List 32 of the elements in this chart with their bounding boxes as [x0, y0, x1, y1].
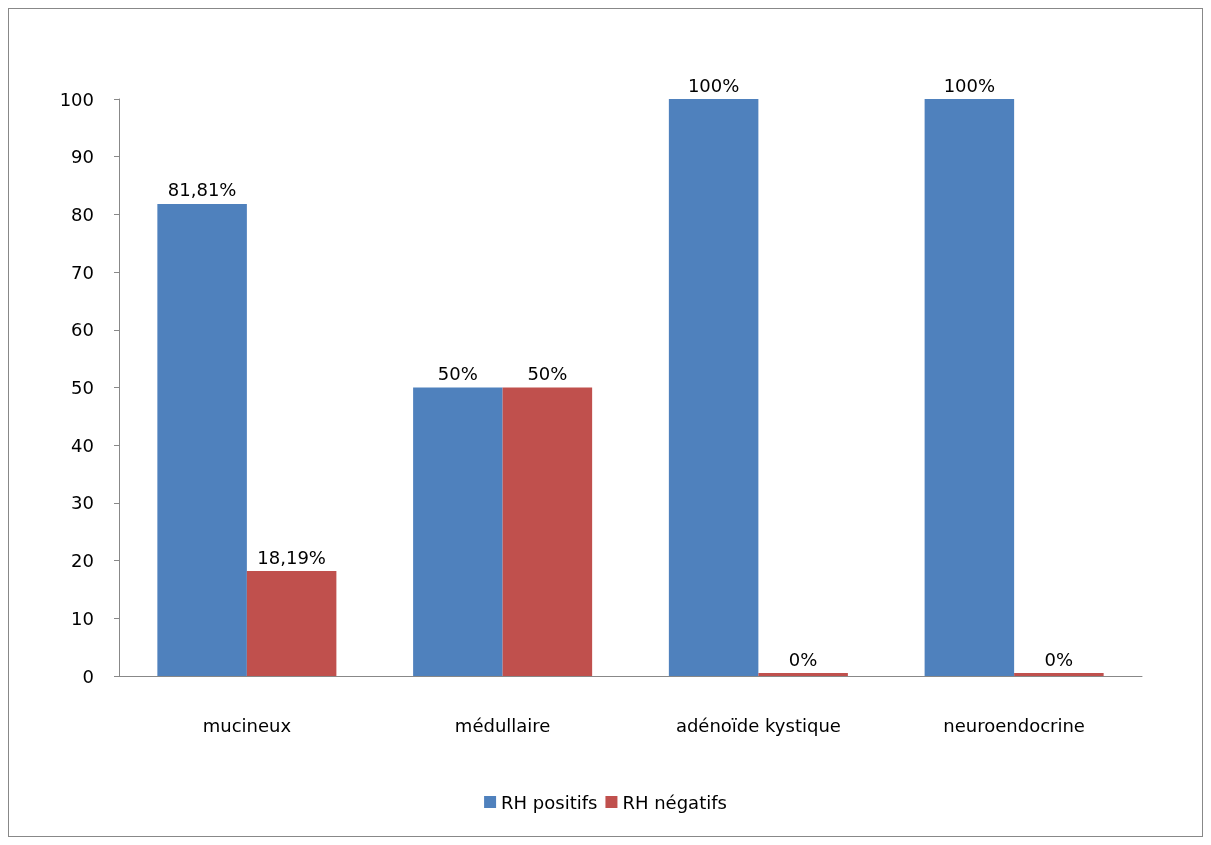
data-label: 50% — [437, 363, 478, 384]
data-label: 18,19% — [257, 546, 326, 568]
data-label: 81,81% — [167, 179, 237, 201]
x-tick-label: neuroendocrine — [943, 714, 1085, 736]
legend-label: RH négatifs — [622, 791, 727, 813]
y-tick-label: 80 — [71, 203, 94, 225]
x-tick-label: mucineux — [202, 714, 292, 736]
y-tick-label: 10 — [71, 607, 94, 629]
legend-label: RH positifs — [501, 791, 598, 813]
bar — [668, 99, 759, 676]
y-tick-label: 0 — [82, 665, 94, 687]
y-tick-label: 70 — [71, 261, 94, 283]
data-label: 100% — [687, 74, 740, 96]
bar — [758, 673, 848, 676]
bar — [502, 387, 593, 676]
y-tick-label: 40 — [71, 434, 94, 456]
x-tick-label: médullaire — [454, 714, 551, 736]
y-tick-label: 20 — [71, 550, 94, 572]
y-tick-label: 100 — [59, 88, 94, 110]
bar — [924, 99, 1015, 676]
x-tick-label: adénoïde kystique — [675, 714, 841, 736]
y-tick-label: 30 — [71, 492, 94, 514]
data-label: 0% — [1044, 648, 1074, 670]
bar — [413, 387, 503, 676]
bar — [157, 203, 247, 676]
data-label: 0% — [788, 648, 818, 670]
data-label: 100% — [943, 74, 996, 96]
y-tick-label: 50 — [71, 377, 94, 398]
data-label: 50% — [527, 363, 568, 384]
bar — [1014, 673, 1104, 676]
y-tick-label: 90 — [71, 146, 94, 168]
y-tick-label: 60 — [71, 319, 94, 341]
